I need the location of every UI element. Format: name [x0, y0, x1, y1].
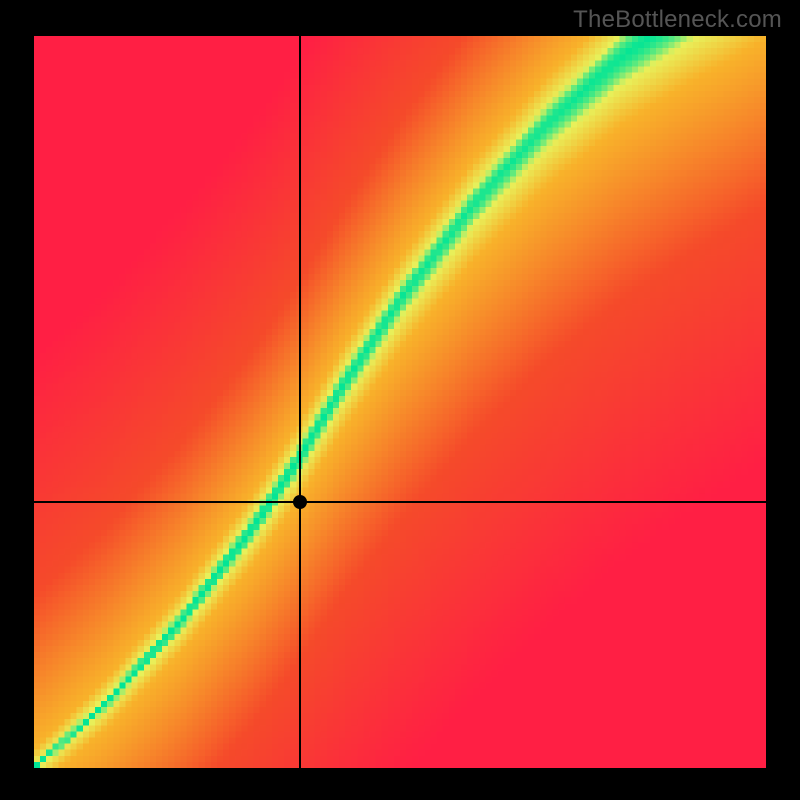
crosshair-horizontal — [34, 501, 766, 503]
heatmap-canvas — [34, 36, 766, 768]
data-point-marker — [293, 495, 307, 509]
watermark-text: TheBottleneck.com — [573, 6, 782, 34]
heatmap-plot — [34, 36, 766, 768]
crosshair-vertical — [299, 36, 301, 768]
